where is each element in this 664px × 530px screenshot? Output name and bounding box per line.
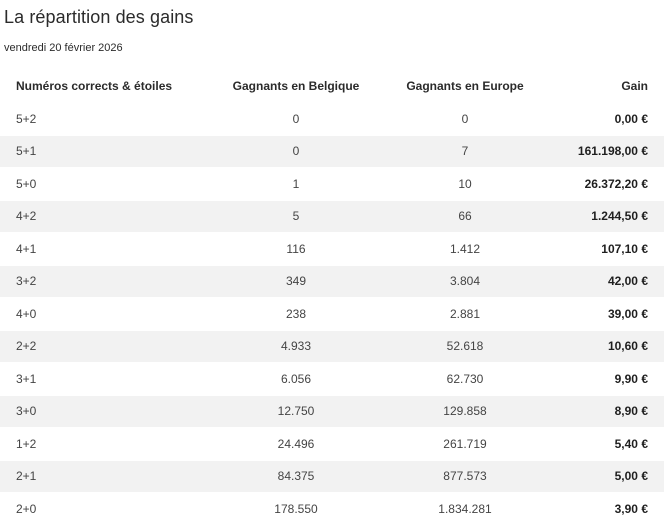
table-row: 4+2 5 66 1.244,50 € bbox=[0, 199, 664, 232]
cell-winners-europe: 7 bbox=[461, 144, 469, 159]
cell-combination: 4+1 bbox=[16, 241, 37, 256]
cell-winners-europe: 2.881 bbox=[449, 306, 481, 321]
page-title: La répartition des gains bbox=[4, 7, 194, 27]
table-body: 5+2 0 0 0,00 € 5+1 0 7 161.198,00 € 5+0 1 10 26.372… bbox=[0, 102, 664, 525]
cell-winners-belgium: 178.550 bbox=[274, 501, 318, 516]
cell-combination: 5+1 bbox=[16, 144, 37, 159]
cell-winners-belgium: 349 bbox=[285, 274, 307, 289]
cell-winners-belgium: 4.933 bbox=[280, 339, 312, 354]
cell-winners-belgium: 84.375 bbox=[277, 469, 315, 484]
table-row: 2+0 178.550 1.834.281 3,90 € bbox=[0, 492, 664, 525]
table-row: 4+1 116 1.412 107,10 € bbox=[0, 232, 664, 265]
cell-gain: 42,00 € bbox=[607, 274, 648, 289]
cell-gain: 1.244,50 € bbox=[591, 209, 648, 224]
cell-gain: 8,90 € bbox=[614, 404, 648, 419]
table-row: 5+2 0 0 0,00 € bbox=[0, 102, 664, 135]
cell-winners-europe: 0 bbox=[461, 111, 469, 126]
cell-combination: 2+1 bbox=[16, 469, 37, 484]
cell-winners-belgium: 1 bbox=[292, 176, 300, 191]
table-row: 3+2 349 3.804 42,00 € bbox=[0, 264, 664, 297]
cell-combination: 4+0 bbox=[16, 306, 37, 321]
cell-winners-europe: 62.730 bbox=[446, 371, 484, 386]
table-row: 4+0 238 2.881 39,00 € bbox=[0, 297, 664, 330]
cell-combination: 5+2 bbox=[16, 111, 37, 126]
cell-gain: 5,40 € bbox=[614, 436, 648, 451]
header-gain: Gain bbox=[621, 79, 648, 93]
cell-winners-belgium: 116 bbox=[286, 241, 306, 256]
cell-combination: 3+0 bbox=[16, 404, 37, 419]
cell-winners-europe: 66 bbox=[458, 209, 472, 224]
cell-winners-europe: 52.618 bbox=[446, 339, 484, 354]
cell-winners-europe: 1.412 bbox=[449, 241, 481, 256]
table-row: 3+0 12.750 129.858 8,90 € bbox=[0, 394, 664, 427]
cell-winners-europe: 129.858 bbox=[443, 404, 487, 419]
cell-combination: 5+0 bbox=[16, 176, 37, 191]
cell-combination: 2+2 bbox=[16, 339, 37, 354]
table-row: 5+1 0 7 161.198,00 € bbox=[0, 134, 664, 167]
cell-winners-belgium: 24.496 bbox=[277, 436, 315, 451]
cell-combination: 3+2 bbox=[16, 274, 37, 289]
cell-gain: 10,60 € bbox=[607, 339, 648, 354]
table-row: 2+2 4.933 52.618 10,60 € bbox=[0, 329, 664, 362]
cell-gain: 0,00 € bbox=[614, 111, 648, 126]
header-combination: Numéros corrects & étoiles bbox=[16, 79, 173, 93]
cell-gain: 3,90 € bbox=[614, 501, 648, 516]
cell-winners-europe: 3.804 bbox=[449, 274, 481, 289]
cell-winners-belgium: 0 bbox=[292, 111, 300, 126]
cell-gain: 39,00 € bbox=[607, 306, 648, 321]
cell-winners-belgium: 5 bbox=[292, 209, 300, 224]
prize-breakdown-table: Numéros corrects & étoiles Gagnants en B… bbox=[0, 70, 664, 525]
table-row: 3+1 6.056 62.730 9,90 € bbox=[0, 362, 664, 395]
cell-winners-europe: 877.573 bbox=[443, 469, 487, 484]
table-row: 1+2 24.496 261.719 5,40 € bbox=[0, 427, 664, 460]
cell-winners-europe: 1.834.281 bbox=[438, 501, 492, 516]
header-winners-europe: Gagnants en Europe bbox=[406, 79, 524, 93]
cell-combination: 4+2 bbox=[16, 209, 37, 224]
cell-gain: 9,90 € bbox=[614, 371, 648, 386]
table-row: 5+0 1 10 26.372,20 € bbox=[0, 167, 664, 200]
table-header-row: Numéros corrects & étoiles Gagnants en B… bbox=[0, 70, 664, 102]
cell-gain: 107,10 € bbox=[601, 241, 648, 256]
cell-combination: 3+1 bbox=[16, 371, 37, 386]
cell-gain: 26.372,20 € bbox=[584, 176, 648, 191]
cell-gain: 161.198,00 € bbox=[577, 144, 648, 159]
draw-date: vendredi 20 février 2026 bbox=[4, 42, 123, 54]
cell-combination: 2+0 bbox=[16, 501, 37, 516]
cell-gain: 5,00 € bbox=[614, 469, 648, 484]
cell-winners-europe: 10 bbox=[458, 176, 472, 191]
cell-winners-belgium: 6.056 bbox=[280, 371, 312, 386]
cell-winners-belgium: 0 bbox=[292, 144, 300, 159]
cell-winners-belgium: 238 bbox=[285, 306, 307, 321]
cell-winners-belgium: 12.750 bbox=[277, 404, 315, 419]
header-winners-belgium: Gagnants en Belgique bbox=[232, 79, 360, 93]
cell-winners-europe: 261.719 bbox=[443, 436, 487, 451]
table-row: 2+1 84.375 877.573 5,00 € bbox=[0, 459, 664, 492]
cell-combination: 1+2 bbox=[16, 436, 37, 451]
